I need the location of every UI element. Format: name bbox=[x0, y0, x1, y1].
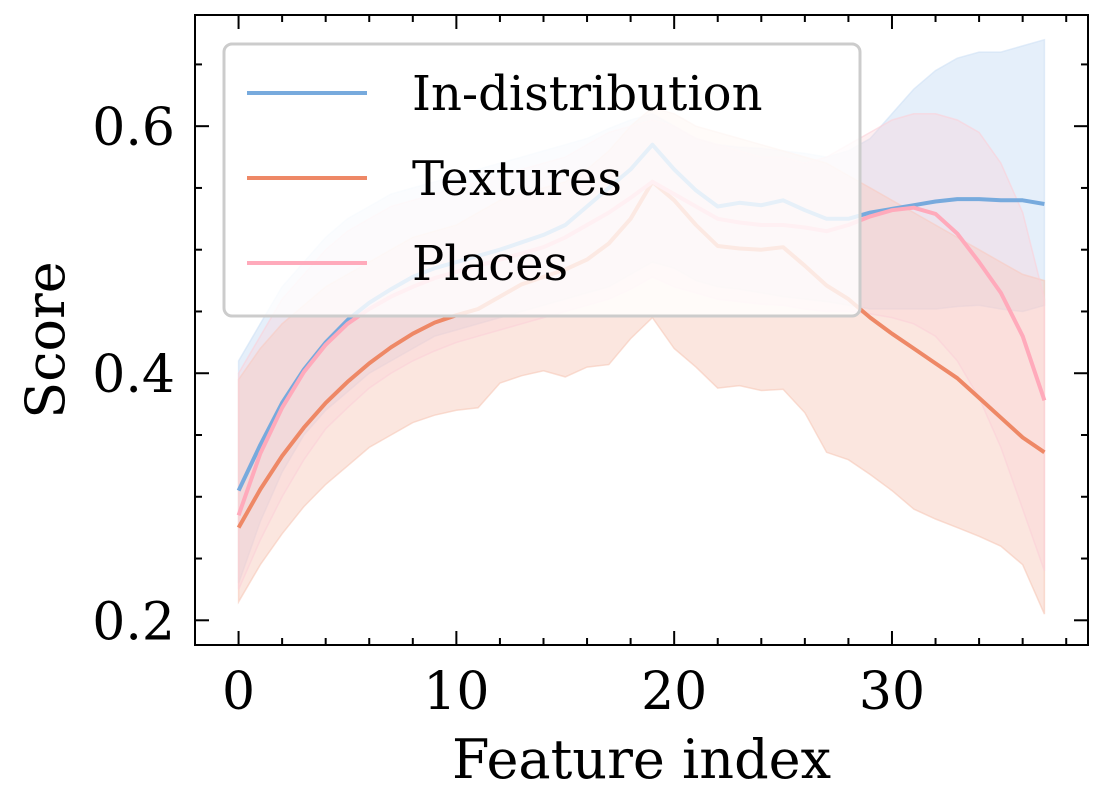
y-tick-label: 0.6 bbox=[92, 98, 175, 158]
y-axis-label: Score bbox=[14, 261, 77, 419]
y-tick-label: 0.2 bbox=[92, 592, 175, 652]
legend-label-in-distribution: In-distribution bbox=[412, 66, 762, 122]
legend-label-textures: Textures bbox=[412, 151, 622, 207]
x-tick-label: 30 bbox=[859, 662, 925, 722]
axis-ticks bbox=[194, 15, 1088, 645]
axis-tick-labels: 0 10 20 30 0.2 0.4 0.6 bbox=[92, 98, 925, 722]
legend-box bbox=[222, 42, 862, 318]
legend-label-places: Places bbox=[412, 236, 568, 292]
x-axis-label: Feature index bbox=[452, 728, 831, 791]
x-tick-label: 10 bbox=[423, 662, 489, 722]
plot-frame bbox=[194, 14, 1089, 646]
y-tick-label: 0.4 bbox=[92, 345, 175, 405]
x-tick-label: 0 bbox=[222, 662, 255, 722]
legend: In-distribution Textures Places bbox=[222, 42, 862, 318]
x-tick-label: 20 bbox=[641, 662, 707, 722]
